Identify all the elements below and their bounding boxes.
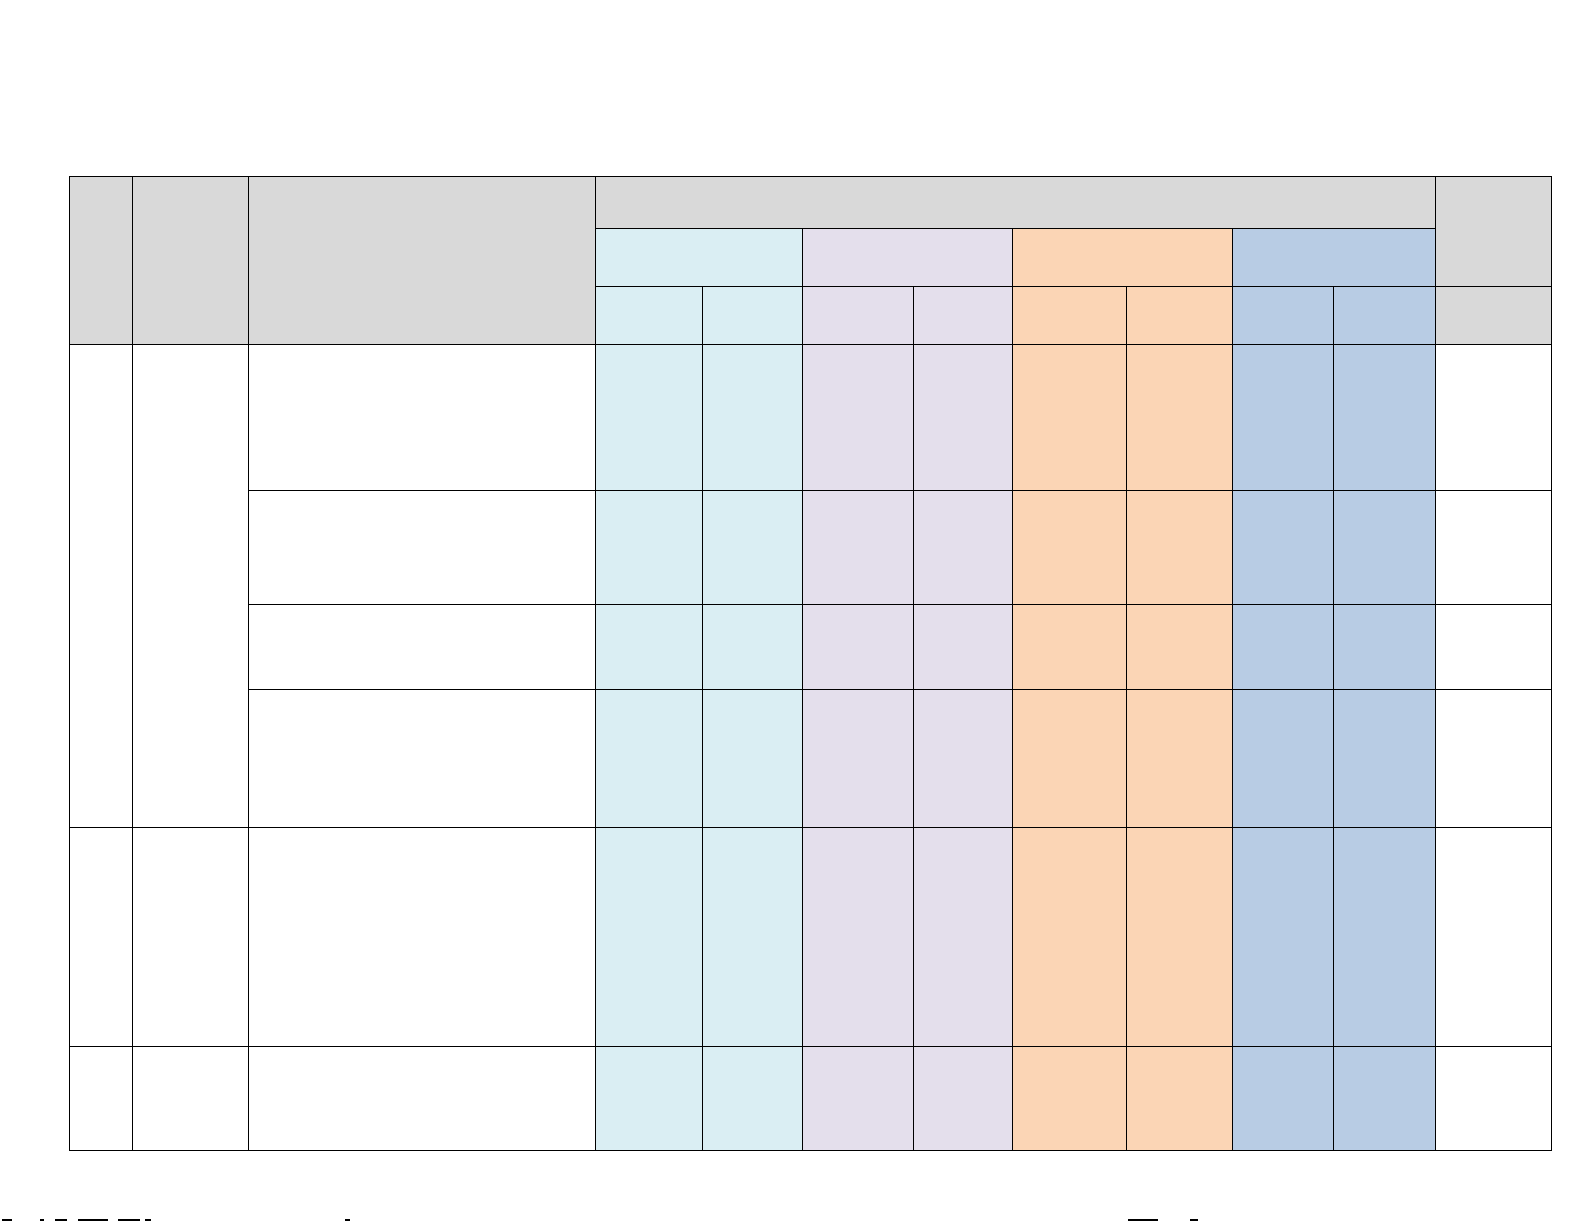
row1a-cell-6	[1126, 344, 1233, 491]
header-subcol-2	[702, 286, 803, 345]
row1b-description	[248, 490, 596, 605]
header-subcol-1	[595, 286, 703, 345]
row1c-cell-1	[595, 604, 703, 690]
row1d-cell-1	[595, 689, 703, 828]
row1a-cell-4	[913, 344, 1013, 491]
row3-cell-6	[1126, 1046, 1233, 1151]
footer-fragment	[40, 1219, 44, 1221]
row3-cell-7	[1232, 1046, 1334, 1151]
row2-cell-3	[802, 827, 914, 1047]
row1b-cell-3	[802, 490, 914, 605]
header-group	[595, 176, 1436, 229]
footer-fragment	[345, 1219, 350, 1221]
row3-cell-8	[1333, 1046, 1436, 1151]
header-subcol-4	[913, 286, 1013, 345]
row1b-cell-4	[913, 490, 1013, 605]
row1c-cell-3	[802, 604, 914, 690]
row1b-cell-2	[702, 490, 803, 605]
row3-category	[132, 1046, 249, 1151]
row2-cell-2	[702, 827, 803, 1047]
header-description	[248, 176, 596, 345]
footer-fragment	[1128, 1219, 1158, 1221]
row2-description	[248, 827, 596, 1047]
row1-no	[69, 344, 133, 828]
row1b-cell-8	[1333, 490, 1436, 605]
header-category	[132, 176, 249, 345]
row1b-last	[1435, 490, 1552, 605]
row3-description	[248, 1046, 596, 1151]
row2-cell-8	[1333, 827, 1436, 1047]
row1d-cell-4	[913, 689, 1013, 828]
row1a-cell-3	[802, 344, 914, 491]
row3-cell-2	[702, 1046, 803, 1151]
row1d-description	[248, 689, 596, 828]
row1d-cell-2	[702, 689, 803, 828]
row1b-cell-6	[1126, 490, 1233, 605]
footer-fragment	[2, 1219, 12, 1221]
header-last-top	[1435, 176, 1552, 287]
row1a-cell-5	[1012, 344, 1127, 491]
footer-fragment	[145, 1219, 151, 1221]
header-subgroup-4	[1232, 228, 1436, 287]
header-subcol-3	[802, 286, 914, 345]
row1a-cell-7	[1232, 344, 1334, 491]
row1c-cell-5	[1012, 604, 1127, 690]
row1c-description	[248, 604, 596, 690]
footer-fragment	[1190, 1219, 1198, 1221]
row2-cell-7	[1232, 827, 1334, 1047]
header-subcol-8	[1333, 286, 1436, 345]
row1d-cell-8	[1333, 689, 1436, 828]
header-last-sub	[1435, 286, 1552, 345]
header-subgroup-3	[1012, 228, 1233, 287]
header-subcol-6	[1126, 286, 1233, 345]
row3-cell-4	[913, 1046, 1013, 1151]
row1a-cell-1	[595, 344, 703, 491]
footer-fragment	[78, 1219, 108, 1221]
row3-cell-3	[802, 1046, 914, 1151]
footer-fragment	[118, 1219, 140, 1221]
footer-strip	[0, 1218, 1585, 1225]
row1d-cell-3	[802, 689, 914, 828]
row1c-cell-4	[913, 604, 1013, 690]
row2-category	[132, 827, 249, 1047]
row1c-cell-8	[1333, 604, 1436, 690]
row3-last	[1435, 1046, 1552, 1151]
row1d-cell-6	[1126, 689, 1233, 828]
row1d-cell-7	[1232, 689, 1334, 828]
header-subgroup-2	[802, 228, 1013, 287]
row2-cell-4	[913, 827, 1013, 1047]
row3-cell-1	[595, 1046, 703, 1151]
row3-cell-5	[1012, 1046, 1127, 1151]
row1c-cell-2	[702, 604, 803, 690]
row1a-description	[248, 344, 596, 491]
row1-category	[132, 344, 249, 828]
row1d-last	[1435, 689, 1552, 828]
row2-no	[69, 827, 133, 1047]
header-subgroup-1	[595, 228, 803, 287]
header-no	[69, 176, 133, 345]
header-subcol-7	[1232, 286, 1334, 345]
row2-cell-5	[1012, 827, 1127, 1047]
footer-fragment	[55, 1219, 67, 1221]
row2-last	[1435, 827, 1552, 1047]
row2-cell-6	[1126, 827, 1233, 1047]
header-subcol-5	[1012, 286, 1127, 345]
row3-no	[69, 1046, 133, 1151]
row1a-last	[1435, 344, 1552, 491]
row1b-cell-1	[595, 490, 703, 605]
row1a-cell-2	[702, 344, 803, 491]
row2-cell-1	[595, 827, 703, 1047]
row1d-cell-5	[1012, 689, 1127, 828]
row1c-cell-7	[1232, 604, 1334, 690]
row1c-last	[1435, 604, 1552, 690]
row1a-cell-8	[1333, 344, 1436, 491]
row1b-cell-7	[1232, 490, 1334, 605]
row1c-cell-6	[1126, 604, 1233, 690]
row1b-cell-5	[1012, 490, 1127, 605]
